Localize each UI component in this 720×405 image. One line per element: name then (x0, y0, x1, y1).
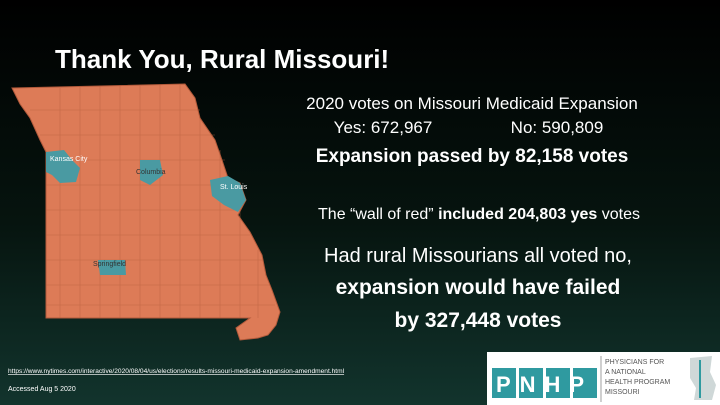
logo-mark: PNHP (496, 372, 593, 397)
wall-bold: included 204,803 yes (438, 206, 597, 223)
wall-text: The “wall of red” (318, 206, 434, 223)
summary-heading: 2020 votes on Missouri Medicaid Expansio… (306, 94, 638, 113)
missouri-map: Kansas City Columbia St. Louis Springfie… (11, 83, 281, 341)
logo-line: MISSOURI (605, 389, 640, 396)
counterfactual-line: by 327,448 votes (395, 309, 562, 332)
city-label: Columbia (136, 169, 166, 176)
result: Expansion passed by 82,158 votes (316, 146, 629, 167)
counterfactual-line: Had rural Missourians all voted no, (324, 245, 632, 267)
title: Thank You, Rural Missouri! (55, 44, 389, 74)
accessed-date: Accessed Aug 5 2020 (8, 386, 76, 393)
wall-text: votes (602, 206, 640, 223)
city-label: Kansas City (50, 156, 88, 163)
pnhp-logo: PNHP PHYSICIANS FOR A NATIONAL HEALTH PR… (487, 352, 720, 405)
yes-count: Yes: 672,967 (334, 118, 433, 137)
city-label: Springfield (93, 261, 126, 268)
city-label: St. Louis (220, 184, 248, 191)
logo-line: A NATIONAL (605, 369, 646, 376)
logo-line: PHYSICIANS FOR (605, 359, 664, 366)
counterfactual-line: expansion would have failed (336, 276, 621, 299)
wall-of-red: The “wall of red” included 204,803 yes v… (318, 206, 640, 223)
no-count: No: 590,809 (511, 118, 604, 137)
logo-line: HEALTH PROGRAM (605, 379, 670, 386)
source-url[interactable]: https://www.nytimes.com/interactive/2020… (8, 368, 345, 375)
